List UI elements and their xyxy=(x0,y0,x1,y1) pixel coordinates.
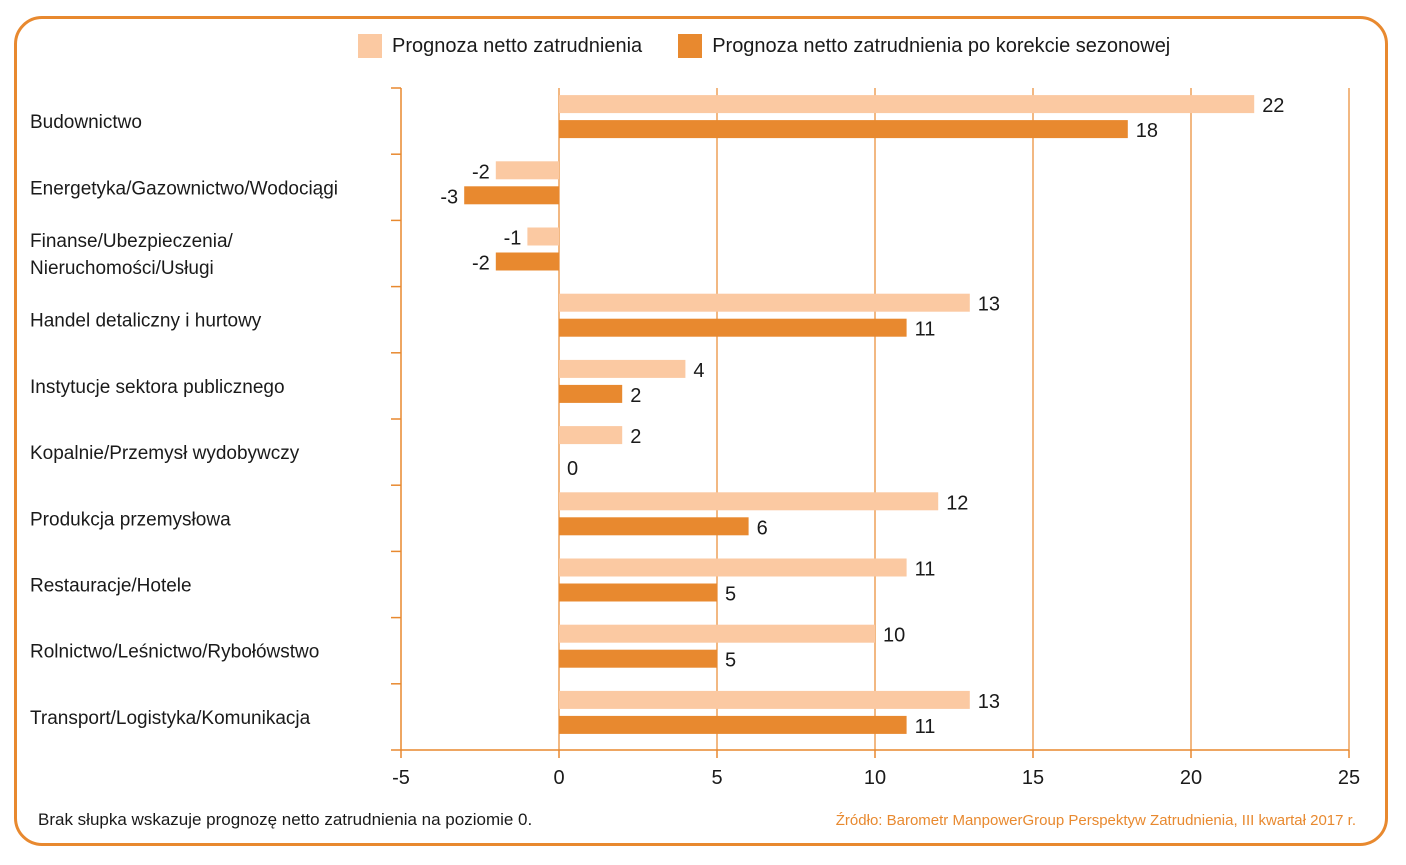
bar-series2 xyxy=(559,384,623,403)
legend-swatch-series1 xyxy=(358,34,382,58)
data-label: 11 xyxy=(915,716,936,738)
data-label: 5 xyxy=(725,650,736,672)
bar-series2 xyxy=(559,583,717,602)
data-label: 11 xyxy=(915,319,936,341)
data-label: 5 xyxy=(725,584,736,606)
bar-series2 xyxy=(559,318,907,337)
data-label: 2 xyxy=(630,426,641,448)
x-tick-label: 25 xyxy=(1338,767,1360,789)
category-label: Rolnictwo/Leśnictwo/Rybołówstwo xyxy=(30,642,319,663)
data-label: 12 xyxy=(946,492,968,514)
data-label: 18 xyxy=(1136,120,1158,142)
bar-series1 xyxy=(559,95,1255,114)
bar-series2 xyxy=(559,649,717,668)
x-tick-label: 0 xyxy=(553,767,564,789)
x-tick-label: -5 xyxy=(392,767,410,789)
legend-label-series2: Prognoza netto zatrudnienia po korekcie … xyxy=(712,34,1171,57)
data-label: 0 xyxy=(567,458,578,480)
category-label: Finanse/Ubezpieczenia/ xyxy=(30,231,234,252)
data-label: 2 xyxy=(630,385,641,407)
source-note: Źródło: Barometr ManpowerGroup Perspekty… xyxy=(835,812,1356,829)
bar-series1 xyxy=(495,161,559,180)
x-tick-label: 10 xyxy=(864,767,886,789)
bar-series2 xyxy=(559,120,1128,139)
data-label: 6 xyxy=(757,517,768,539)
x-tick-label: 5 xyxy=(711,767,722,789)
data-label: 10 xyxy=(883,625,905,647)
data-label: 22 xyxy=(1262,95,1284,117)
data-label: -3 xyxy=(440,186,458,208)
data-label: -2 xyxy=(472,253,490,275)
chart-frame xyxy=(14,16,1388,846)
legend-swatch-series2 xyxy=(678,34,703,58)
category-label: Produkcja przemysłowa xyxy=(30,509,231,530)
bar-series1 xyxy=(559,624,875,643)
x-tick-label: 20 xyxy=(1180,767,1202,789)
bar-series1 xyxy=(559,492,939,511)
bar-series2 xyxy=(495,252,559,271)
bar-series1 xyxy=(559,426,623,445)
bar-series1 xyxy=(527,227,559,246)
data-label: 13 xyxy=(978,294,1000,316)
data-label: -2 xyxy=(472,161,490,183)
category-label: Kopalnie/Przemysł wydobywczy xyxy=(30,443,300,464)
footnote: Brak słupka wskazuje prognozę netto zatr… xyxy=(38,810,533,829)
legend-label-series1: Prognoza netto zatrudnienia xyxy=(392,34,643,57)
category-label: Transport/Logistyka/Komunikacja xyxy=(30,708,311,729)
data-label: 13 xyxy=(978,691,1000,713)
data-label: -1 xyxy=(504,228,522,250)
bar-series1 xyxy=(559,293,970,312)
bar-series1 xyxy=(559,359,686,378)
bar-series2 xyxy=(464,186,559,205)
x-tick-label: 15 xyxy=(1022,767,1044,789)
bar-series1 xyxy=(559,690,970,709)
category-label: Budownictwo xyxy=(30,112,142,133)
legend-item-series1: Prognoza netto zatrudnienia xyxy=(358,34,642,58)
legend-item-series2: Prognoza netto zatrudnienia po korekcie … xyxy=(678,34,1170,58)
category-label: Instytucje sektora publicznego xyxy=(30,377,285,398)
category-label: Handel detaliczny i hurtowy xyxy=(30,311,262,332)
category-label: Nieruchomości/Usługi xyxy=(30,258,214,279)
data-label: 11 xyxy=(915,559,936,581)
bar-series1 xyxy=(559,558,907,577)
bar-series2 xyxy=(559,517,749,536)
category-label: Restauracje/Hotele xyxy=(30,576,192,597)
category-label: Energetyka/Gazownictwo/Wodociągi xyxy=(30,178,338,199)
bar-series2 xyxy=(559,715,907,734)
data-label: 4 xyxy=(693,360,704,382)
legend: Prognoza netto zatrudnienia Prognoza net… xyxy=(358,34,1206,58)
